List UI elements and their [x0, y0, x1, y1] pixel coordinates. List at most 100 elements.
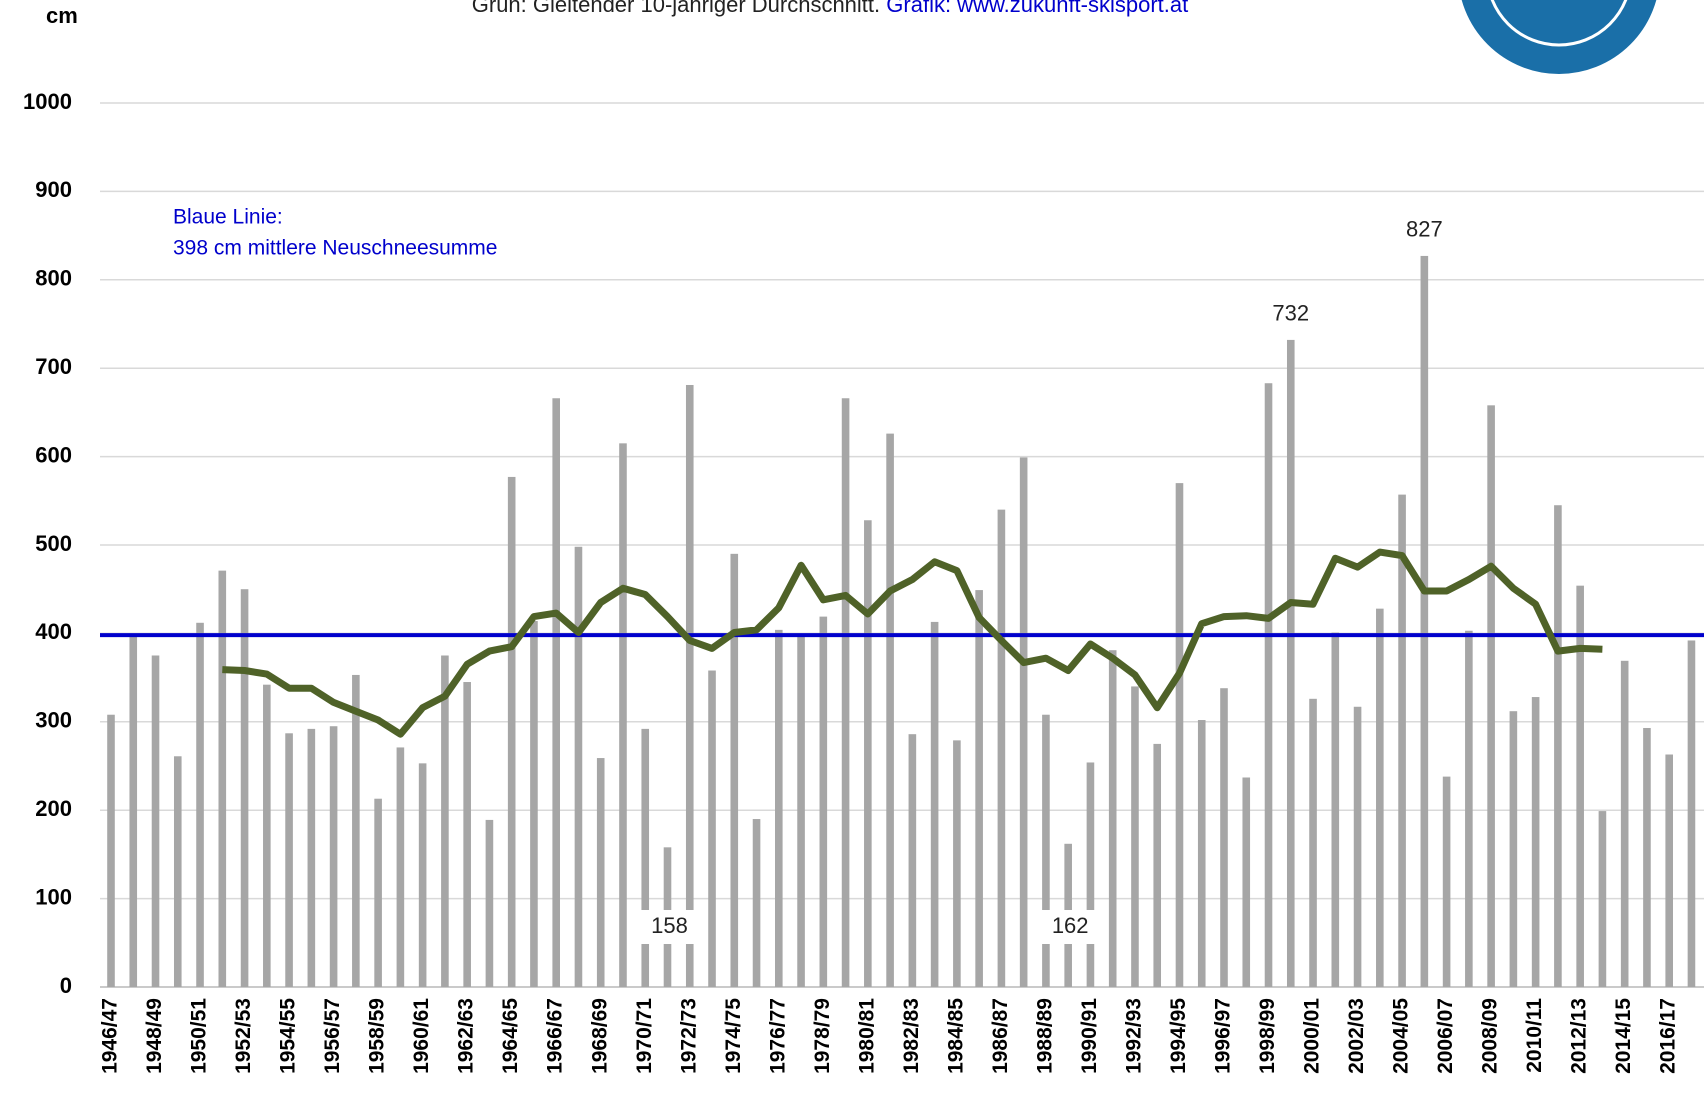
bar [775, 629, 783, 987]
x-tick-label: 1978/79 [811, 998, 834, 1074]
y-tick-label: 500 [35, 531, 72, 556]
bar [507, 476, 516, 987]
bar [953, 740, 961, 987]
bar [1509, 711, 1518, 987]
bar [1598, 811, 1607, 987]
x-tick-label: 1982/83 [900, 998, 923, 1074]
x-tick-label: 1996/97 [1212, 998, 1235, 1074]
x-tick-label: 1970/71 [633, 998, 656, 1074]
bar [819, 616, 828, 987]
bar [418, 763, 427, 987]
x-tick-label: 1980/81 [855, 998, 878, 1074]
bar [485, 819, 494, 987]
bar [685, 384, 694, 988]
bar [107, 714, 115, 987]
bar [441, 655, 449, 987]
bar [908, 734, 917, 987]
bar [1465, 630, 1473, 987]
x-tick-label: 1984/85 [944, 998, 967, 1074]
x-tick-label: 1990/91 [1078, 998, 1101, 1074]
x-tick-label: 2010/11 [1523, 998, 1546, 1073]
data-label-box [1040, 910, 1097, 944]
x-tick-label: 2012/13 [1568, 998, 1591, 1074]
bar [173, 756, 182, 987]
x-tick-label: 1954/55 [277, 998, 300, 1074]
x-tick-label: 1994/95 [1167, 998, 1190, 1074]
data-label-box [639, 910, 696, 944]
bar [263, 684, 271, 987]
x-tick-label: 2016/17 [1657, 998, 1680, 1074]
bar [975, 590, 983, 987]
x-tick-label: 1948/49 [143, 998, 166, 1074]
x-tick-label: 1956/57 [321, 998, 344, 1074]
bar [619, 443, 627, 988]
y-tick-label: 400 [35, 619, 72, 644]
x-tick-label: 1998/99 [1256, 998, 1279, 1074]
bar [463, 682, 471, 987]
bar [530, 621, 538, 987]
bar [752, 819, 761, 987]
logo-ring [1490, 0, 1628, 47]
bar [1331, 632, 1340, 987]
bar [1554, 505, 1562, 987]
chart-title: Grün: Gleitender 10-jähriger Durchschnit… [472, 0, 880, 17]
x-tick-label: 1988/89 [1033, 998, 1056, 1074]
bar [196, 622, 204, 987]
bar [1643, 727, 1651, 987]
y-tick-label: 200 [35, 796, 72, 821]
data-label: 158 [651, 913, 688, 938]
y-tick-label: 1000 [23, 89, 72, 114]
bar [1264, 383, 1273, 987]
x-tick-label: 1986/87 [989, 998, 1012, 1074]
x-tick-label: 1974/75 [722, 998, 745, 1074]
bar [1042, 714, 1050, 987]
bar [1197, 720, 1206, 987]
bar [708, 670, 716, 987]
bar [396, 747, 405, 987]
bar [1286, 339, 1295, 987]
bar [1353, 706, 1362, 987]
bar [641, 728, 650, 987]
y-tick-label: 900 [35, 177, 72, 202]
bar [1108, 650, 1117, 987]
bar [307, 728, 316, 987]
bar [129, 636, 138, 987]
annotation: Blaue Linie: [173, 206, 283, 229]
bar [285, 733, 293, 987]
bar [151, 655, 160, 987]
bar [218, 570, 227, 987]
x-tick-label: 1964/65 [499, 998, 522, 1074]
bar [1242, 777, 1251, 987]
bar [841, 398, 850, 988]
bar [352, 674, 360, 987]
x-tick-label: 1972/73 [677, 998, 700, 1074]
x-tick-label: 1966/67 [544, 998, 567, 1074]
y-tick-label: 0 [60, 973, 72, 998]
y-tick-label: 100 [35, 884, 72, 909]
bar [374, 798, 382, 987]
bar [730, 553, 739, 987]
x-tick-label: 1946/47 [99, 998, 122, 1074]
bar [797, 636, 805, 987]
x-tick-label: 2000/01 [1301, 998, 1324, 1074]
bar [1376, 608, 1384, 987]
x-tick-label: 2002/03 [1345, 998, 1368, 1074]
bar [864, 520, 872, 987]
bar [1576, 585, 1584, 987]
annotation: 398 cm mittlere Neuschneesumme [173, 237, 497, 260]
x-tick-label: 1992/93 [1123, 998, 1146, 1074]
bar [997, 509, 1006, 987]
bar [1620, 660, 1629, 987]
bar [1442, 776, 1451, 987]
bar [596, 758, 605, 987]
bar [1420, 255, 1429, 987]
x-tick-label: 1952/53 [232, 998, 255, 1074]
y-axis-label: cm [46, 3, 78, 28]
logo [1457, 0, 1661, 78]
bar [1086, 762, 1095, 987]
y-tick-label: 800 [35, 266, 72, 291]
data-label: 827 [1406, 217, 1443, 242]
bar [1687, 640, 1696, 987]
x-tick-label: 1960/61 [410, 998, 433, 1074]
